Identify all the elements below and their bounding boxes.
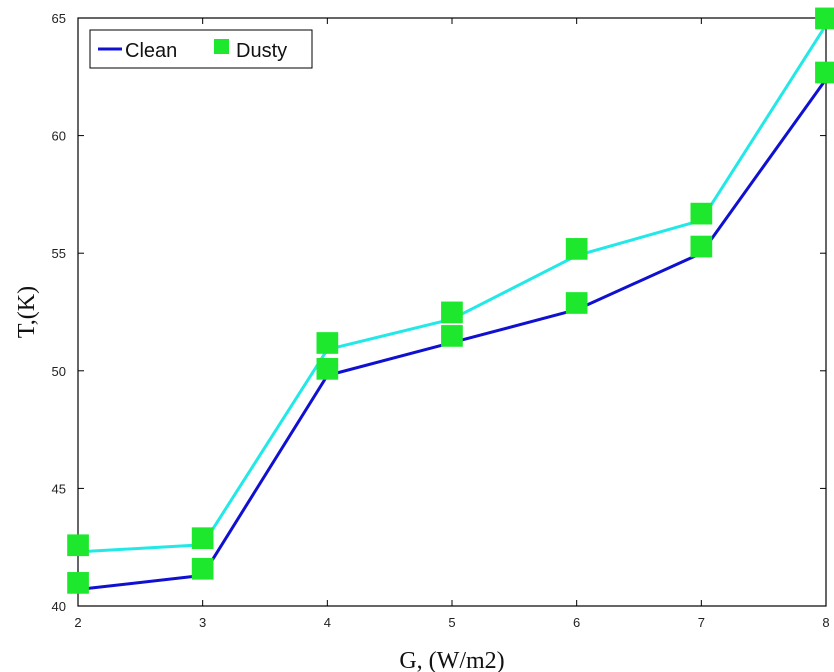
data-point-dusty [316, 332, 339, 354]
legend-label-dusty: Dusty [236, 40, 287, 62]
x-tick-label: 2 [74, 615, 81, 630]
legend-label-clean: Clean [125, 40, 177, 62]
data-point-clean [441, 325, 463, 347]
y-axis-title: T,(K) [14, 286, 40, 338]
data-point-clean [565, 292, 588, 314]
y-tick-label: 50 [52, 364, 66, 379]
data-point-clean [316, 358, 339, 380]
x-tick-label: 4 [324, 615, 331, 630]
x-axis-title: G, (W/m2) [399, 648, 504, 672]
x-tick-label: 6 [573, 615, 580, 630]
y-tick-label: 40 [52, 599, 66, 614]
x-tick-label: 3 [199, 615, 206, 630]
x-tick-label: 8 [822, 615, 829, 630]
data-point-clean [690, 235, 713, 258]
legend: Clean Dusty [89, 29, 313, 69]
legend-marker-dusty [214, 39, 229, 54]
data-point-dusty [441, 301, 463, 324]
data-point-dusty [67, 534, 89, 557]
x-tick-label: 5 [448, 615, 455, 630]
y-tick-label: 45 [52, 481, 66, 496]
y-tick-label: 60 [52, 129, 66, 144]
y-tick-label: 55 [52, 246, 66, 261]
data-point-dusty [191, 527, 214, 550]
legend-box [89, 29, 313, 69]
x-tick-label: 7 [698, 615, 705, 630]
data-point-clean [67, 572, 89, 594]
data-point-dusty [815, 7, 834, 30]
data-point-clean [191, 557, 214, 580]
data-point-clean [815, 61, 834, 84]
data-point-dusty [690, 202, 713, 225]
y-tick-label: 65 [52, 11, 66, 26]
data-point-dusty [565, 238, 588, 260]
series-markers [67, 7, 834, 594]
